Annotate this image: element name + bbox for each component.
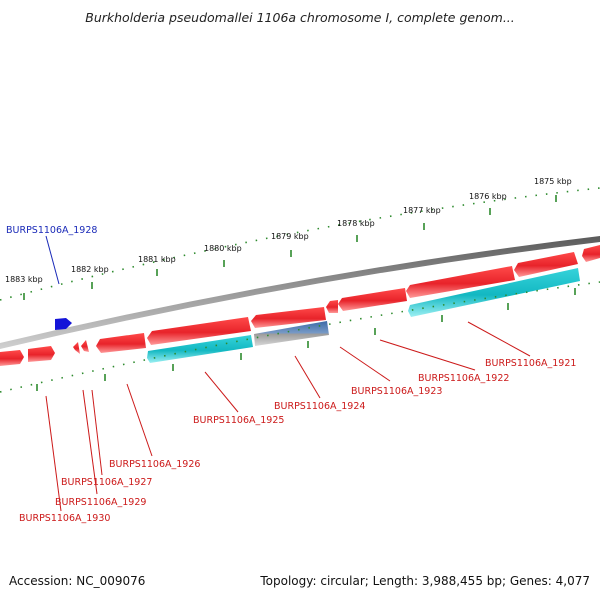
gene-arrow[interactable] xyxy=(147,317,251,345)
label-burps1106a-1921[interactable]: BURPS1106A_1921 xyxy=(485,358,576,369)
reverse-strand-genes[interactable] xyxy=(147,268,580,363)
label-burps1106a-1926[interactable]: BURPS1106A_1926 xyxy=(109,459,200,470)
gene-arrow[interactable] xyxy=(408,268,580,317)
scale-label: 1877 kbp xyxy=(403,206,441,215)
scale-labels: 1883 kbp 1882 kbp 1881 kbp 1880 kbp 1879… xyxy=(5,177,572,284)
label-burps1106a-1928[interactable]: BURPS1106A_1928 xyxy=(6,225,97,236)
gene-arrow[interactable] xyxy=(406,266,515,298)
chromosome-backbone xyxy=(0,236,600,349)
gene-arrow[interactable] xyxy=(514,252,578,277)
scale-label: 1882 kbp xyxy=(71,265,109,274)
scale-label: 1875 kbp xyxy=(534,177,572,186)
gene-arrow[interactable] xyxy=(73,342,80,354)
map-title: Burkholderia pseudomallei 1106a chromoso… xyxy=(85,10,515,25)
leader-lines xyxy=(45,235,531,512)
label-burps1106a-1924[interactable]: BURPS1106A_1924 xyxy=(274,401,365,412)
scale-label: 1880 kbp xyxy=(204,244,242,253)
scale-label: 1876 kbp xyxy=(469,192,507,201)
gene-arrow[interactable] xyxy=(338,288,407,311)
label-burps1106a-1929[interactable]: BURPS1106A_1929 xyxy=(55,497,146,508)
gene-arrow[interactable] xyxy=(582,245,600,262)
scale-label: 1881 kbp xyxy=(138,255,176,264)
gene-arrow[interactable] xyxy=(147,335,253,363)
label-burps1106a-1930[interactable]: BURPS1106A_1930 xyxy=(19,513,110,524)
label-burps1106a-1922[interactable]: BURPS1106A_1922 xyxy=(418,373,509,384)
label-burps1106a-1927[interactable]: BURPS1106A_1927 xyxy=(61,477,152,488)
genome-summary-text: Topology: circular; Length: 3,988,455 bp… xyxy=(260,574,590,588)
forward-strand-genes[interactable] xyxy=(0,245,600,366)
scale-label: 1878 kbp xyxy=(337,219,375,228)
label-burps1106a-1923[interactable]: BURPS1106A_1923 xyxy=(351,386,442,397)
scale-label: 1879 kbp xyxy=(271,232,309,241)
gene-burps1106a-1928-arrow[interactable] xyxy=(55,318,72,330)
gene-arrow[interactable] xyxy=(96,333,146,353)
gene-arrow[interactable] xyxy=(28,346,55,362)
label-burps1106a-1925[interactable]: BURPS1106A_1925 xyxy=(193,415,284,426)
gene-arrow[interactable] xyxy=(326,300,338,313)
gene-arrow[interactable] xyxy=(0,350,24,366)
outer-scale-track xyxy=(0,187,600,301)
gene-burps1106a-1924-selected[interactable] xyxy=(254,321,329,346)
gene-arrow[interactable] xyxy=(81,340,89,352)
gene-arrow[interactable] xyxy=(251,307,326,328)
inner-scale-track xyxy=(0,281,600,393)
scale-label: 1883 kbp xyxy=(5,275,43,284)
accession-text: Accession: NC_009076 xyxy=(9,574,146,588)
gene-labels[interactable]: BURPS1106A_1928 BURPS1106A_1921 BURPS110… xyxy=(6,225,576,524)
